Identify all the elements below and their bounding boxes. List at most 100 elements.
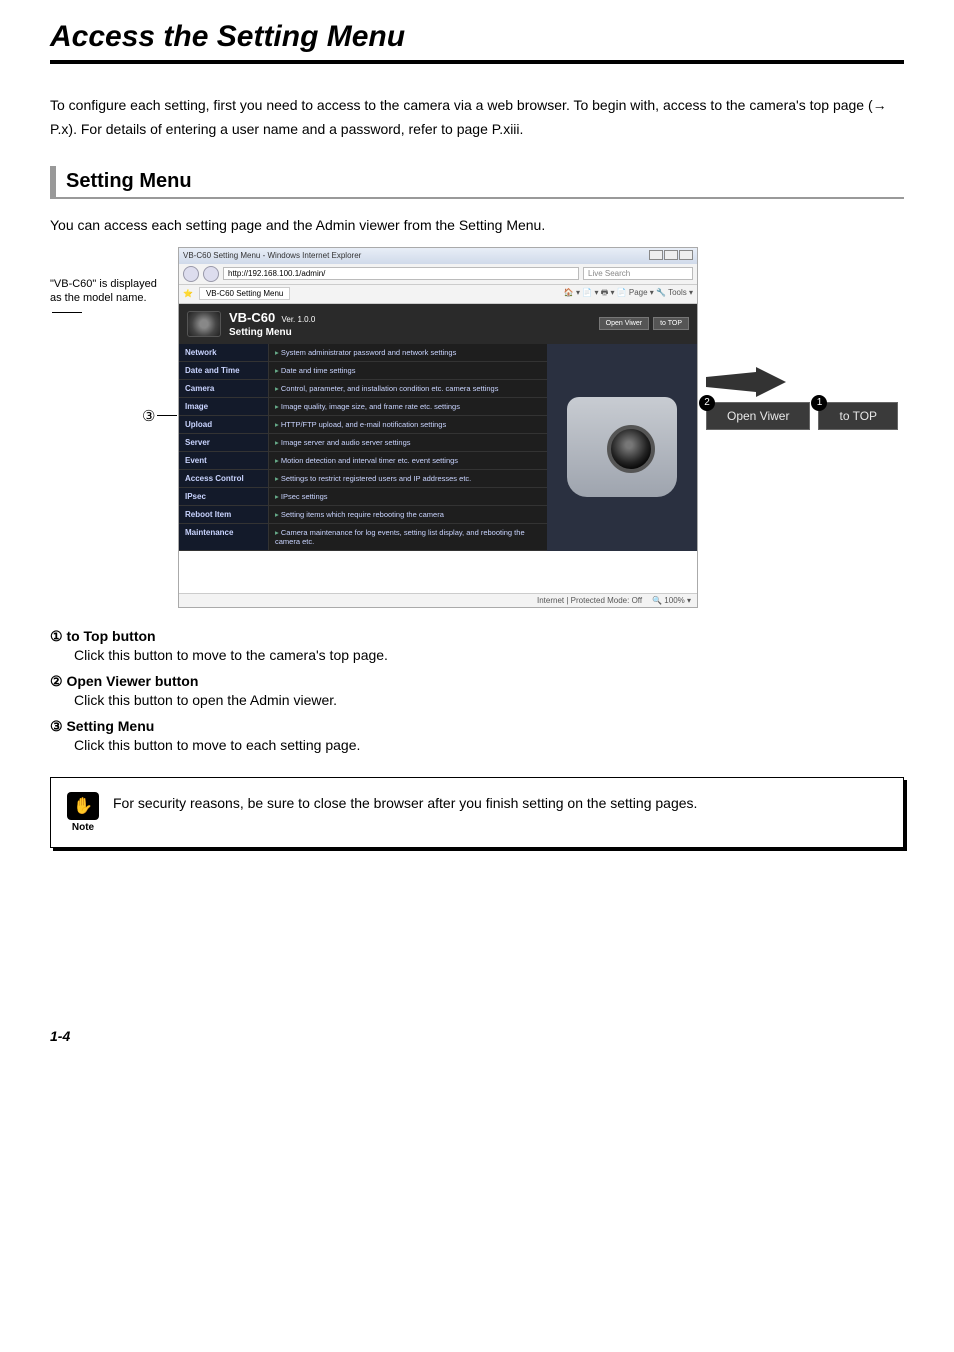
page-title: Access the Setting Menu [50, 20, 904, 64]
legend-body: Click this button to move to each settin… [74, 737, 904, 753]
status-right: 🔍 100% ▾ [652, 596, 691, 605]
intro-text: To configure each setting, first you nee… [50, 94, 904, 142]
address-bar-row: http://192.168.100.1/admin/ Live Search [179, 264, 697, 285]
menu-row[interactable]: Date and TimeDate and time settings [179, 362, 547, 380]
camera-body-graphic [567, 397, 677, 497]
menu-row[interactable]: CameraControl, parameter, and installati… [179, 380, 547, 398]
header-subtitle: Setting Menu [229, 327, 315, 338]
menu-desc: Date and time settings [269, 362, 547, 379]
menu-desc: Image server and audio server settings [269, 434, 547, 451]
menu-row[interactable]: EventMotion detection and interval timer… [179, 452, 547, 470]
forward-button[interactable] [203, 266, 219, 282]
camera-header-titles: VB-C60 Ver. 1.0.0 Setting Menu [229, 310, 315, 338]
menu-label: Upload [179, 416, 269, 433]
menu-label: Maintenance [179, 524, 269, 550]
open-viewer-button-small[interactable]: Open Viwer [599, 317, 649, 330]
menu-row[interactable]: UploadHTTP/FTP upload, and e-mail notifi… [179, 416, 547, 434]
menu-row[interactable]: ServerImage server and audio server sett… [179, 434, 547, 452]
setting-menu-list: NetworkSystem administrator password and… [179, 344, 547, 551]
favorites-icon[interactable]: ⭐ [183, 289, 193, 298]
menu-desc: Settings to restrict registered users an… [269, 470, 547, 487]
camera-lens-graphic [607, 425, 655, 473]
legend-item: ② Open Viewer button Click this button to… [50, 673, 904, 708]
menu-label: Date and Time [179, 362, 269, 379]
sub-intro: You can access each setting page and the… [50, 217, 904, 233]
menu-label: Network [179, 344, 269, 361]
legend-head: ③ Setting Menu [50, 718, 904, 735]
open-viewer-label: Open Viwer [727, 409, 789, 423]
search-field[interactable]: Live Search [583, 267, 693, 280]
menu-label: Server [179, 434, 269, 451]
callout-buttons: 2 Open Viwer 1 to TOP [706, 402, 898, 430]
legend-head: ② Open Viewer button [50, 673, 904, 690]
note-icon: ✋ [67, 792, 99, 820]
left-annotation-text: "VB-C60" is displayed as the model name. [50, 278, 157, 304]
model-version: Ver. 1.0.0 [281, 315, 315, 324]
browser-toolbar-right[interactable]: 🏠 ▾ 📄 ▾ 🖶 ▾ 📄 Page ▾ 🔧 Tools ▾ [564, 287, 693, 301]
badge-2: 2 [699, 395, 715, 411]
circled-3-line [157, 415, 177, 416]
annotation-line [52, 312, 82, 313]
menu-desc: Image quality, image size, and frame rat… [269, 398, 547, 415]
menu-label: IPsec [179, 488, 269, 505]
open-viewer-button[interactable]: 2 Open Viwer [706, 402, 810, 430]
legend-item: ① to Top button Click this button to move… [50, 628, 904, 663]
menu-desc: Camera maintenance for log events, setti… [269, 524, 547, 550]
menu-row[interactable]: NetworkSystem administrator password and… [179, 344, 547, 362]
legend-list: ① to Top button Click this button to move… [50, 628, 904, 753]
menu-desc: Control, parameter, and installation con… [269, 380, 547, 397]
figure-area: "VB-C60" is displayed as the model name.… [50, 247, 904, 608]
menu-desc: System administrator password and networ… [269, 344, 547, 361]
header-buttons: Open Viwer to TOP [599, 317, 689, 330]
left-annotation: "VB-C60" is displayed as the model name. [50, 247, 170, 320]
model-name: VB-C60 [229, 310, 275, 325]
window-title: VB-C60 Setting Menu - Windows Internet E… [183, 251, 361, 260]
browser-window: VB-C60 Setting Menu - Windows Internet E… [178, 247, 698, 608]
tab-row: ⭐ VB-C60 Setting Menu 🏠 ▾ 📄 ▾ 🖶 ▾ 📄 Page… [179, 285, 697, 304]
camera-thumb-icon [187, 311, 221, 337]
arrow-icon [706, 367, 786, 397]
legend-body: Click this button to move to the camera'… [74, 647, 904, 663]
menu-label: Camera [179, 380, 269, 397]
camera-content-body: NetworkSystem administrator password and… [179, 344, 697, 551]
note-icon-wrap: ✋ Note [67, 792, 99, 833]
menu-row[interactable]: IPsecIPsec settings [179, 488, 547, 506]
circled-3-glyph: ③ [142, 407, 155, 425]
circled-3-marker: ③ [142, 407, 177, 425]
section-heading: Setting Menu [50, 166, 904, 199]
to-top-label: to TOP [839, 409, 877, 423]
blank-area [179, 551, 697, 593]
to-top-button-small[interactable]: to TOP [653, 317, 689, 330]
note-box: ✋ Note For security reasons, be sure to … [50, 777, 904, 848]
browser-titlebar: VB-C60 Setting Menu - Windows Internet E… [179, 248, 697, 264]
url-field[interactable]: http://192.168.100.1/admin/ [223, 267, 579, 280]
callout-column: 2 Open Viwer 1 to TOP [706, 337, 898, 430]
note-text: For security reasons, be sure to close t… [113, 792, 697, 814]
camera-header: VB-C60 Ver. 1.0.0 Setting Menu Open Viwe… [179, 304, 697, 344]
menu-row[interactable]: ImageImage quality, image size, and fram… [179, 398, 547, 416]
browser-statusbar: Internet | Protected Mode: Off 🔍 100% ▾ [179, 593, 697, 607]
page-number: 1-4 [50, 1028, 904, 1044]
legend-head: ① to Top button [50, 628, 904, 645]
menu-desc: HTTP/FTP upload, and e-mail notification… [269, 416, 547, 433]
back-button[interactable] [183, 266, 199, 282]
menu-row[interactable]: MaintenanceCamera maintenance for log ev… [179, 524, 547, 551]
menu-desc: IPsec settings [269, 488, 547, 505]
camera-preview [547, 344, 697, 551]
menu-label: Image [179, 398, 269, 415]
menu-label: Reboot Item [179, 506, 269, 523]
menu-row[interactable]: Access ControlSettings to restrict regis… [179, 470, 547, 488]
status-left: Internet | Protected Mode: Off [537, 596, 642, 605]
note-label: Note [72, 822, 94, 833]
badge-1: 1 [811, 395, 827, 411]
browser-tab[interactable]: VB-C60 Setting Menu [199, 287, 290, 300]
legend-item: ③ Setting Menu Click this button to move … [50, 718, 904, 753]
menu-label: Event [179, 452, 269, 469]
menu-desc: Motion detection and interval timer etc.… [269, 452, 547, 469]
menu-desc: Setting items which require rebooting th… [269, 506, 547, 523]
menu-row[interactable]: Reboot ItemSetting items which require r… [179, 506, 547, 524]
menu-label: Access Control [179, 470, 269, 487]
window-buttons[interactable] [648, 250, 693, 262]
legend-body: Click this button to open the Admin view… [74, 692, 904, 708]
to-top-button[interactable]: 1 to TOP [818, 402, 898, 430]
